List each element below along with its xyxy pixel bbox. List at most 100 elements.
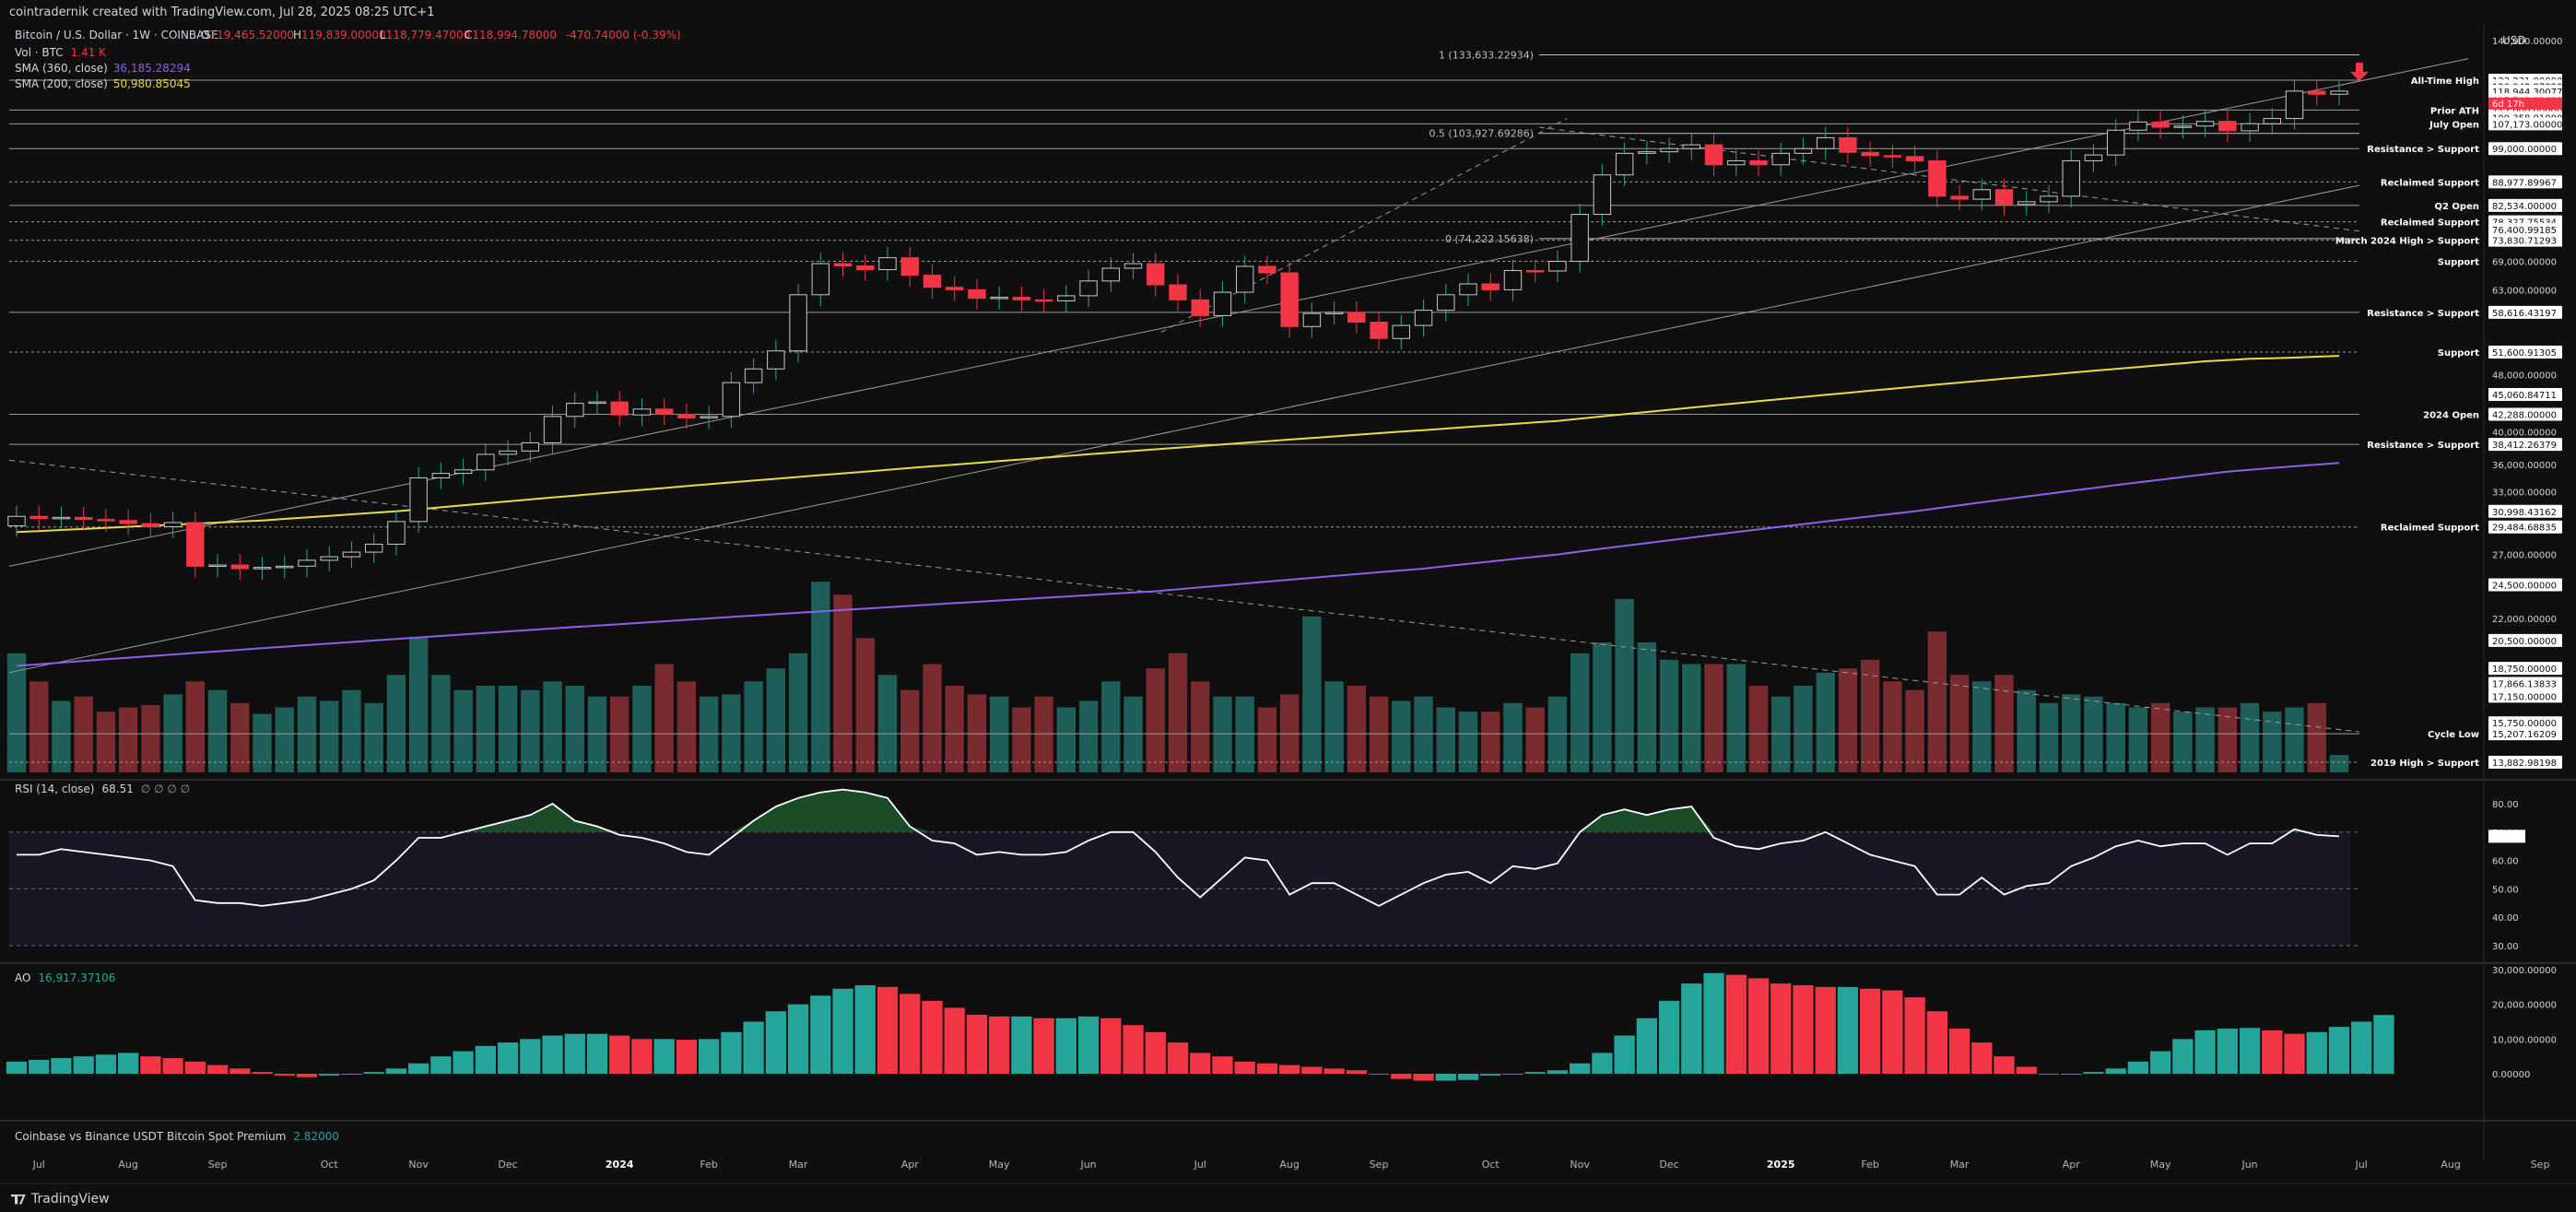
candle-body (1347, 312, 1366, 324)
candle (1012, 286, 1031, 312)
candle-body (1749, 159, 1768, 166)
level-label: Reclaimed Support (2381, 218, 2479, 229)
candle-body (1660, 147, 1678, 153)
volume-bar (900, 689, 920, 772)
rsi-tick-label: 30.00 (2492, 942, 2519, 952)
volume-bar (2106, 702, 2125, 772)
fib-label: 0.5 (103,927.69286) (1429, 128, 1534, 140)
volume-bar (1794, 686, 1813, 772)
ao-bar (1994, 1056, 2015, 1074)
price-tag (2488, 755, 2562, 769)
candle (1727, 149, 1746, 176)
candle-body (186, 522, 205, 567)
candle-body (253, 567, 272, 570)
volume-bar (1012, 707, 1031, 772)
time-tick-label: Mar (789, 1159, 808, 1171)
ao-bar (854, 984, 876, 1074)
ao-bar (1457, 1074, 1479, 1080)
candle-body (1414, 310, 1433, 326)
candle (1034, 288, 1053, 312)
volume-bar (811, 582, 830, 772)
legend: Bitcoin / U.S. Dollar · 1W · COINBASE O1… (15, 29, 681, 1143)
volume-bar (141, 705, 160, 772)
candle-body (1682, 144, 1701, 149)
ao-bar (1547, 1070, 1569, 1074)
ao-value: 16,917.37106 (38, 971, 115, 984)
volume-bar (989, 696, 1009, 772)
price-tick-label: 17,150.00000 (2492, 692, 2557, 702)
time-tick-label: Sep (2531, 1159, 2550, 1171)
price-tick-label: 13,882.98198 (2492, 759, 2557, 769)
time-tick-label: Mar (1950, 1159, 1970, 1171)
candle (1481, 273, 1500, 301)
sma200-line (16, 355, 2340, 534)
volume-bar (1570, 653, 1590, 772)
candle-body (2218, 121, 2237, 132)
candle (1101, 257, 1121, 292)
candle (1816, 126, 1835, 160)
ohlc-c-value: 118,994.78000 (472, 29, 557, 41)
price-tick-label: 140,000.00000 (2492, 37, 2562, 47)
ao-bar (564, 1033, 585, 1074)
rsi-line (17, 788, 2340, 907)
ao-bar (430, 1056, 452, 1074)
ao-bar (2262, 1030, 2283, 1074)
price-tag (2488, 677, 2562, 690)
ao-bar (1793, 984, 1814, 1074)
ao-bar (95, 1054, 117, 1074)
candle (1347, 301, 1366, 334)
candle-body (566, 403, 584, 418)
ao-bar (140, 1056, 161, 1074)
ao-bar (497, 1042, 519, 1074)
ao-bar (1055, 1018, 1076, 1074)
ao-bar (922, 1000, 943, 1074)
currency-label[interactable]: USD (2502, 34, 2526, 47)
volume-bar (118, 707, 138, 772)
candle (1147, 253, 1165, 297)
candle-body (387, 521, 406, 545)
candle-body (632, 408, 652, 416)
volume-bar (1927, 631, 1947, 772)
price-tick-label: 30,998.43162 (2492, 508, 2557, 518)
rsi-legend: RSI (14, close) 68.51 ∅ ∅ ∅ ∅ (15, 783, 190, 795)
candle (52, 506, 71, 530)
time-tick-label: May (989, 1159, 1010, 1171)
volume-bar (1414, 696, 1433, 772)
price-tick-label: 17,866.13833 (2492, 680, 2557, 690)
volume-bar (2173, 712, 2193, 772)
ao-bar (2239, 1028, 2261, 1074)
price-tick-label: 76,400.99185 (2492, 226, 2557, 236)
ao-bar (1167, 1042, 1189, 1074)
volume-bar (342, 689, 361, 772)
volume-bar (408, 638, 429, 772)
price-tag (2488, 233, 2562, 247)
candle-body (2263, 118, 2282, 124)
volume-bar (1168, 653, 1188, 772)
ohlc-change: -470.74000 (-0.39%) (566, 29, 681, 41)
time-tick-label: Jul (32, 1159, 45, 1171)
candle-body (320, 556, 338, 561)
volume-bar (52, 700, 71, 772)
candle (566, 392, 584, 428)
candle (968, 278, 986, 310)
price-tag (2488, 578, 2562, 592)
candle-body (1079, 280, 1098, 297)
volume-bar (1078, 700, 1099, 772)
candle (208, 554, 227, 578)
price-tick-label: 69,000.00000 (2492, 258, 2557, 268)
volume-bar (744, 681, 763, 772)
ao-bar (699, 1039, 720, 1074)
candle-body (968, 288, 986, 300)
sma360-value: 36,185.28294 (113, 62, 191, 75)
level-label: All-Time High (2411, 76, 2479, 87)
candle (588, 391, 606, 415)
volume-bar (1637, 642, 1657, 772)
ao-bar (319, 1074, 340, 1076)
volume-bar (1101, 681, 1121, 772)
ao-bar (1212, 1056, 1233, 1074)
candle (990, 286, 1008, 310)
volume-bar (96, 712, 116, 772)
ao-bar (1747, 978, 1770, 1074)
chart-canvas[interactable]: All-Time High Prior ATH July Open Resistanc… (0, 24, 2576, 1183)
candle (1972, 179, 1992, 211)
